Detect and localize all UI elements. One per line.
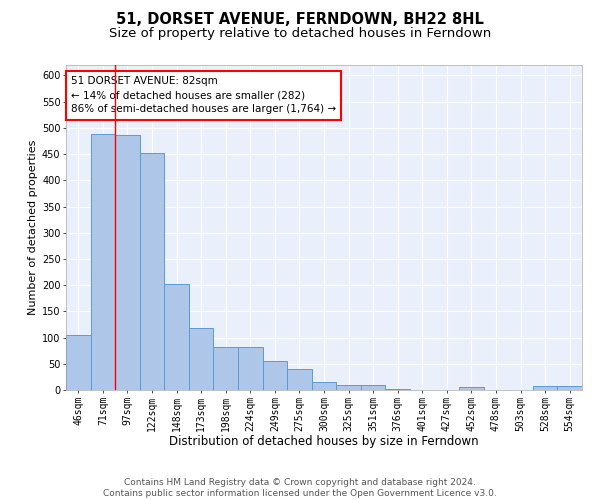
Bar [214,347,238,390]
Y-axis label: Number of detached properties: Number of detached properties [28,140,38,315]
Bar [557,386,582,390]
Bar [263,360,287,390]
Bar [140,152,164,390]
Bar [189,328,214,390]
Bar [91,134,115,390]
Bar [385,389,410,390]
Bar [66,335,91,390]
Bar [115,134,140,390]
X-axis label: Distribution of detached houses by size in Ferndown: Distribution of detached houses by size … [169,435,479,448]
Text: 51, DORSET AVENUE, FERNDOWN, BH22 8HL: 51, DORSET AVENUE, FERNDOWN, BH22 8HL [116,12,484,28]
Bar [459,388,484,390]
Bar [533,386,557,390]
Bar [336,385,361,390]
Text: Size of property relative to detached houses in Ferndown: Size of property relative to detached ho… [109,28,491,40]
Bar [164,284,189,390]
Bar [312,382,336,390]
Bar [361,385,385,390]
Bar [287,369,312,390]
Bar [238,347,263,390]
Text: Contains HM Land Registry data © Crown copyright and database right 2024.
Contai: Contains HM Land Registry data © Crown c… [103,478,497,498]
Text: 51 DORSET AVENUE: 82sqm
← 14% of detached houses are smaller (282)
86% of semi-d: 51 DORSET AVENUE: 82sqm ← 14% of detache… [71,76,336,114]
